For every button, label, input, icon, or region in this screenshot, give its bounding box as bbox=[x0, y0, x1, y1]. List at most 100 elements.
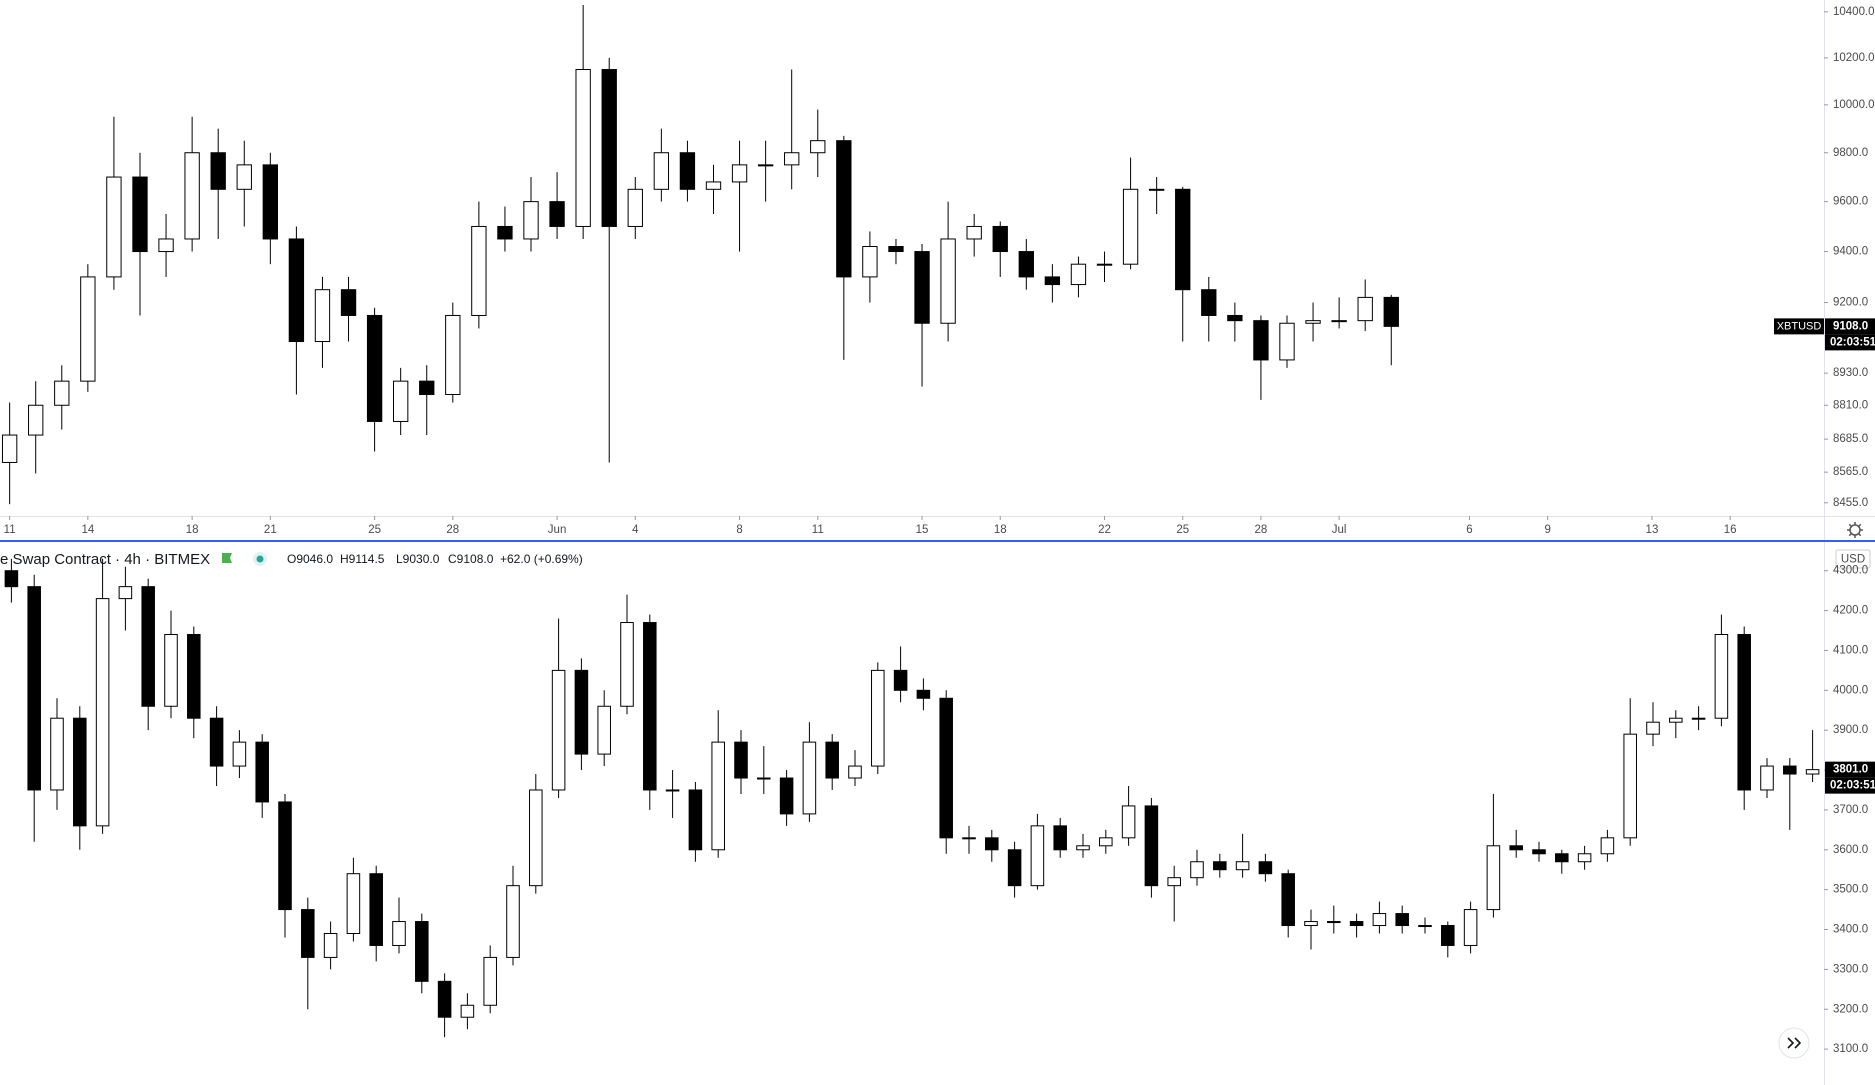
currency-box[interactable] bbox=[1835, 549, 1871, 569]
y-tick-label: 3400.0 bbox=[1833, 924, 1868, 936]
candle-body bbox=[1418, 925, 1432, 928]
candle-body bbox=[1532, 849, 1546, 855]
candle-body bbox=[1463, 909, 1478, 946]
y-tick-label: 10400.0 bbox=[1833, 6, 1875, 18]
y-tick-label: 9200.0 bbox=[1833, 297, 1868, 309]
candle-body bbox=[939, 697, 953, 839]
candle-body bbox=[1395, 913, 1409, 927]
y-tick-label: 3100.0 bbox=[1833, 1043, 1868, 1055]
y-tick-label: 4100.0 bbox=[1833, 644, 1868, 656]
x-tick-label: 6 bbox=[1466, 524, 1472, 536]
x-tick-label: 8 bbox=[736, 524, 742, 536]
candle-body bbox=[1044, 276, 1061, 286]
candles bbox=[1, 4, 1399, 505]
candle-body bbox=[187, 633, 201, 719]
candle-body bbox=[836, 140, 852, 278]
countdown: 02:03:51 bbox=[1830, 336, 1875, 348]
candle-body bbox=[1099, 837, 1113, 847]
candle-body bbox=[346, 873, 361, 935]
candle-body bbox=[73, 717, 87, 827]
candle-body bbox=[601, 69, 617, 227]
candle-body bbox=[523, 201, 539, 240]
y-tick-label: 8565.0 bbox=[1833, 466, 1868, 478]
candle-body bbox=[627, 188, 643, 227]
candle-body bbox=[1760, 765, 1774, 791]
y-tick-label: 4200.0 bbox=[1833, 605, 1868, 617]
candle-body bbox=[210, 152, 226, 190]
candle-body bbox=[1201, 289, 1217, 316]
candle-body bbox=[1018, 251, 1034, 278]
countdown: 02:03:51 bbox=[1830, 780, 1875, 792]
x-tick-label: 28 bbox=[446, 524, 459, 536]
price-tag: 9108.0 bbox=[1833, 320, 1868, 332]
candle-body bbox=[483, 956, 497, 1006]
candle-body bbox=[757, 164, 774, 167]
x-tick-label: 21 bbox=[264, 524, 277, 536]
candle-body bbox=[1441, 925, 1455, 946]
flag-icon[interactable] bbox=[222, 553, 232, 563]
x-tick-label: Jun bbox=[548, 524, 567, 536]
candle-body bbox=[653, 152, 670, 190]
candle-body bbox=[731, 164, 748, 183]
candle-body bbox=[1096, 263, 1113, 266]
candle-body bbox=[1691, 717, 1706, 720]
y-tick-label: 8455.0 bbox=[1833, 497, 1868, 509]
symbol-tag-bg bbox=[1774, 318, 1824, 335]
candle-body bbox=[236, 164, 252, 190]
candle-body bbox=[1714, 633, 1729, 719]
candle-body bbox=[1253, 320, 1269, 361]
y-tick-label: 3700.0 bbox=[1833, 804, 1868, 816]
ohlc-high: H9114.5 bbox=[340, 552, 385, 566]
x-tick-label: 25 bbox=[368, 524, 381, 536]
settings-button[interactable] bbox=[1847, 522, 1863, 538]
status-dot bbox=[256, 555, 264, 563]
y-tick-label: 9600.0 bbox=[1833, 196, 1868, 208]
y-tick-label: 3200.0 bbox=[1833, 1003, 1868, 1015]
candle-body bbox=[1070, 263, 1087, 286]
y-tick-label: 9400.0 bbox=[1833, 246, 1868, 258]
countdown-bg bbox=[1825, 777, 1875, 794]
candle-body bbox=[825, 741, 839, 779]
candle-body bbox=[871, 669, 885, 767]
y-tick-label: 3600.0 bbox=[1833, 844, 1868, 856]
candle-body bbox=[80, 276, 96, 382]
y-tick-label: 3900.0 bbox=[1833, 724, 1868, 736]
x-tick-label: 13 bbox=[1646, 524, 1659, 536]
candle-body bbox=[314, 289, 331, 343]
candle-body bbox=[734, 741, 748, 779]
scroll-to-latest-button[interactable] bbox=[1778, 1027, 1810, 1059]
candle-body bbox=[1669, 717, 1683, 723]
candle-body bbox=[301, 909, 315, 958]
candle-body bbox=[966, 225, 982, 240]
candle-body bbox=[392, 921, 406, 946]
candle-body bbox=[323, 933, 338, 958]
x-tick-label: 18 bbox=[186, 524, 199, 536]
candle-body bbox=[460, 1004, 475, 1018]
candle-body bbox=[1509, 845, 1523, 851]
candle-body bbox=[1646, 721, 1660, 735]
candle-body bbox=[757, 777, 771, 780]
candle-body bbox=[1122, 188, 1139, 265]
x-tick-label: 4 bbox=[632, 524, 639, 536]
candle-body bbox=[1053, 825, 1067, 851]
candle-body bbox=[106, 176, 122, 278]
candle-body bbox=[184, 152, 200, 240]
x-tick-label: 11 bbox=[4, 524, 16, 536]
price-tag-bg bbox=[1825, 318, 1875, 335]
candle-body bbox=[711, 741, 725, 851]
candle-body bbox=[914, 251, 930, 324]
candle-body bbox=[940, 238, 956, 324]
chevron-icon bbox=[1787, 1037, 1802, 1049]
candle-body bbox=[1486, 845, 1501, 911]
candle-body bbox=[597, 705, 611, 755]
x-tick-label: 22 bbox=[1098, 524, 1111, 536]
candle-body bbox=[415, 921, 429, 982]
candle-body bbox=[1258, 861, 1273, 875]
candle-body bbox=[529, 789, 543, 887]
candle-body bbox=[1190, 861, 1204, 879]
candle-body bbox=[1, 434, 18, 463]
candle-body bbox=[497, 225, 513, 240]
candle-body bbox=[779, 777, 794, 815]
candle-body bbox=[118, 586, 133, 600]
